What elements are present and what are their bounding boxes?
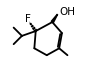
Polygon shape — [51, 14, 57, 23]
Text: F: F — [24, 14, 30, 24]
Polygon shape — [32, 25, 33, 27]
Polygon shape — [30, 23, 31, 25]
Polygon shape — [33, 28, 35, 29]
Polygon shape — [34, 30, 37, 32]
Text: OH: OH — [59, 7, 75, 17]
